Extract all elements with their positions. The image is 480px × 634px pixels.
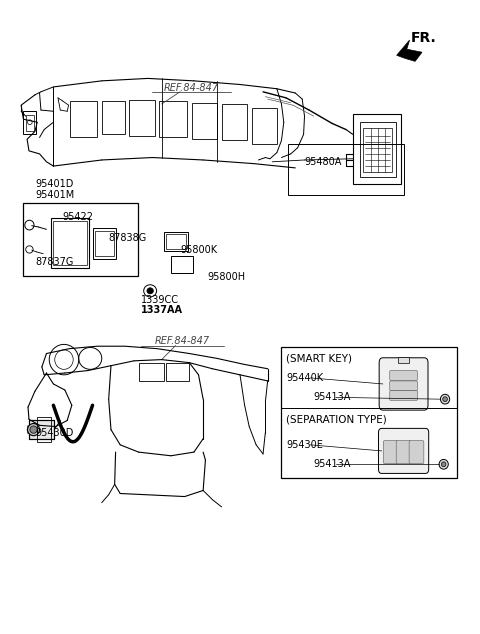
Bar bbox=[360, 122, 396, 177]
Text: REF.84-847: REF.84-847 bbox=[164, 82, 219, 93]
Text: 95422: 95422 bbox=[62, 212, 94, 221]
Bar bbox=[222, 104, 247, 141]
Bar bbox=[24, 112, 36, 134]
Text: 95480A: 95480A bbox=[304, 157, 342, 167]
Text: 87837G: 87837G bbox=[35, 257, 73, 267]
Bar bbox=[252, 108, 277, 143]
FancyBboxPatch shape bbox=[378, 429, 429, 474]
Bar bbox=[37, 417, 51, 442]
Bar bbox=[96, 231, 114, 256]
Text: 1337AA: 1337AA bbox=[141, 305, 183, 314]
FancyBboxPatch shape bbox=[390, 381, 418, 391]
Text: 95401M: 95401M bbox=[35, 190, 74, 200]
Text: REF.84-847: REF.84-847 bbox=[155, 337, 210, 346]
Bar bbox=[171, 256, 193, 273]
Bar bbox=[281, 347, 456, 478]
Text: 87838G: 87838G bbox=[108, 233, 147, 243]
Bar bbox=[26, 115, 34, 131]
FancyBboxPatch shape bbox=[409, 441, 424, 463]
Ellipse shape bbox=[443, 397, 447, 401]
Ellipse shape bbox=[441, 394, 450, 404]
Text: (SEPARATION TYPE): (SEPARATION TYPE) bbox=[286, 414, 387, 424]
Ellipse shape bbox=[147, 288, 154, 294]
Bar bbox=[130, 100, 155, 136]
Bar bbox=[29, 420, 54, 439]
Bar bbox=[70, 101, 97, 138]
Bar bbox=[51, 218, 89, 268]
Ellipse shape bbox=[439, 460, 448, 469]
FancyBboxPatch shape bbox=[390, 370, 418, 380]
Bar bbox=[139, 363, 164, 381]
FancyBboxPatch shape bbox=[379, 358, 428, 410]
Text: 95800H: 95800H bbox=[208, 272, 246, 282]
Bar bbox=[164, 232, 188, 251]
Bar bbox=[166, 234, 186, 249]
Bar bbox=[53, 221, 86, 265]
Polygon shape bbox=[396, 40, 422, 61]
Text: 95440K: 95440K bbox=[286, 373, 323, 383]
Bar bbox=[94, 228, 116, 259]
Bar bbox=[166, 363, 189, 381]
Text: 95800K: 95800K bbox=[180, 245, 217, 255]
Bar bbox=[29, 420, 54, 439]
Text: 95413A: 95413A bbox=[314, 392, 351, 403]
Text: 1339CC: 1339CC bbox=[141, 295, 179, 305]
Bar bbox=[363, 128, 392, 172]
Text: 95401D: 95401D bbox=[35, 179, 73, 190]
Bar bbox=[23, 203, 138, 276]
FancyBboxPatch shape bbox=[390, 391, 418, 401]
Bar bbox=[353, 114, 401, 184]
Bar bbox=[159, 101, 187, 138]
Ellipse shape bbox=[30, 426, 37, 433]
Text: 95430D: 95430D bbox=[35, 428, 73, 437]
Text: FR.: FR. bbox=[410, 31, 436, 45]
Text: 95413A: 95413A bbox=[314, 459, 351, 469]
FancyBboxPatch shape bbox=[384, 441, 398, 463]
Bar bbox=[102, 101, 125, 134]
Bar bbox=[288, 143, 404, 195]
FancyBboxPatch shape bbox=[396, 441, 411, 463]
Bar bbox=[192, 103, 217, 139]
Text: (SMART KEY): (SMART KEY) bbox=[286, 353, 352, 363]
Bar bbox=[398, 356, 409, 363]
Text: 95430E: 95430E bbox=[286, 440, 323, 450]
Ellipse shape bbox=[27, 424, 39, 436]
Ellipse shape bbox=[442, 462, 446, 467]
